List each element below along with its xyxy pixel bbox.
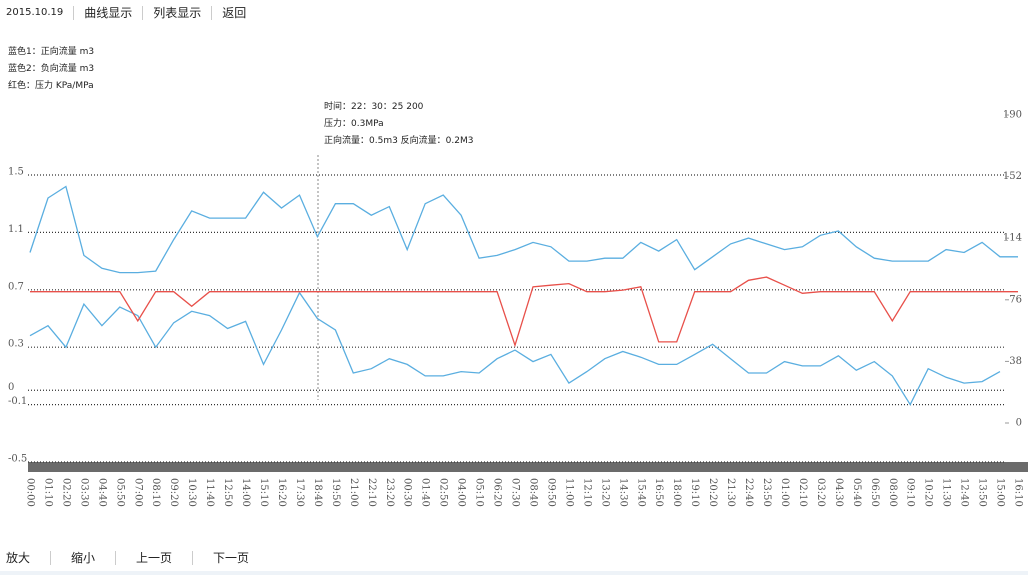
x-tick-label: 18:00 xyxy=(671,478,682,507)
x-tick-label: 12:40 xyxy=(959,478,970,507)
tooltip-line: 时间：22：30：25 200 xyxy=(324,102,424,112)
tooltip-line: 正向流量：0.5m3 反向流量：0.2M3 xyxy=(324,136,474,146)
x-tick-label: 04:40 xyxy=(96,478,107,507)
x-tick-label: 08:00 xyxy=(887,478,898,507)
x-tick-label: 23:50 xyxy=(761,478,772,507)
x-tick-label: 03:20 xyxy=(815,478,826,507)
x-tick-label: 10:30 xyxy=(186,478,197,507)
x-tick-label: 18:40 xyxy=(312,478,323,507)
y2-tick-label: 38 xyxy=(1009,356,1022,367)
nav-link[interactable]: 列表显示 xyxy=(143,6,213,20)
x-tick-label: 14:30 xyxy=(617,478,628,507)
x-tick-label: 01:00 xyxy=(779,478,790,507)
y2-tick-label: 0 xyxy=(1016,418,1022,429)
x-tick-label: 00:30 xyxy=(402,478,413,507)
x-tick-label: 21:00 xyxy=(348,478,359,507)
legend-item: 蓝色1：正向流量 m3 xyxy=(8,47,95,57)
x-tick-label: 12:50 xyxy=(222,478,233,507)
x-tick-label: 09:10 xyxy=(905,478,916,507)
legend-item: 蓝色2：负向流量 m3 xyxy=(8,64,95,74)
y2-tick-label: 190 xyxy=(1003,110,1022,121)
x-tick-label: 11:40 xyxy=(204,478,215,507)
x-tick-label: 15:00 xyxy=(995,478,1006,507)
x-tick-label: 15:10 xyxy=(258,478,269,507)
x-tick-label: 01:10 xyxy=(42,478,53,507)
y2-tick-label: 152 xyxy=(1003,171,1022,182)
x-tick-label: 04:00 xyxy=(456,478,467,507)
y-tick-label: 0 xyxy=(8,382,14,393)
date: 2015.10.19 xyxy=(6,6,75,20)
x-tick-label: 22:10 xyxy=(366,478,377,507)
x-tick-label: 20:20 xyxy=(707,478,718,507)
x-tick-label: 14:00 xyxy=(240,478,251,507)
nav-link[interactable]: 曲线显示 xyxy=(74,6,144,20)
x-tick-label: 19:50 xyxy=(330,478,341,507)
x-tick-label: 11:00 xyxy=(563,478,574,507)
bottom-bar xyxy=(0,571,1028,575)
x-tick-label: 06:50 xyxy=(869,478,880,507)
y-tick-label: -0.1 xyxy=(8,396,27,407)
x-tick-label: 22:40 xyxy=(743,478,754,507)
x-tick-label: 23:20 xyxy=(384,478,395,507)
x-tick-label: 05:50 xyxy=(114,478,125,507)
x-tick-label: 09:50 xyxy=(545,478,556,507)
x-tick-label: 08:40 xyxy=(527,478,538,507)
x-tick-label: 05:40 xyxy=(851,478,862,507)
scroll-track[interactable] xyxy=(28,462,1028,472)
x-tick-label: 08:10 xyxy=(150,478,161,507)
series-line xyxy=(29,291,1001,406)
x-tick-label: 00:00 xyxy=(25,478,36,507)
button[interactable]: 缩小 xyxy=(51,551,117,565)
x-tick-label: 21:30 xyxy=(725,478,736,507)
x-tick-label: 09:20 xyxy=(168,478,179,507)
x-tick-label: 16:50 xyxy=(653,478,664,507)
legend: 蓝色1：正向流量 m3 蓝色2：负向流量 m3 红色：压力 KPa/MPa xyxy=(8,44,94,95)
x-tick-label: 06:20 xyxy=(492,478,503,507)
nav-link[interactable]: 返回 xyxy=(222,6,247,20)
x-tick-label: 07:00 xyxy=(132,478,143,507)
y2-tick-label: 76 xyxy=(1009,294,1022,305)
x-tick-label: 13:50 xyxy=(977,478,988,507)
x-tick-label: 02:20 xyxy=(60,478,71,507)
top-nav: 2015.10.19 曲线显示 列表显示 返回 xyxy=(6,6,256,20)
y2-tick-label: 114 xyxy=(1003,233,1022,244)
x-tick-label: 16:20 xyxy=(276,478,287,507)
footer: 放大 缩小 上一页 下一页 xyxy=(6,551,269,565)
x-tick-label: 07:30 xyxy=(510,478,521,507)
x-tick-label: 05:10 xyxy=(474,478,485,507)
x-tick-label: 15:40 xyxy=(635,478,646,507)
x-tick-label: 02:10 xyxy=(797,478,808,507)
button[interactable]: 下一页 xyxy=(213,551,250,565)
y-tick-label: 1.1 xyxy=(8,224,24,235)
x-tick-label: 19:10 xyxy=(689,478,700,507)
x-tick-label: 16:10 xyxy=(1013,478,1024,507)
x-tick-label: 13:20 xyxy=(599,478,610,507)
y-tick-label: 1.5 xyxy=(8,167,24,178)
chart: -0.5 -0.1 0 0.3 0.7 1.1 1.5 0 38 76 114 152 190 00:00… xyxy=(8,110,1028,507)
x-tick-label: 12:10 xyxy=(581,478,592,507)
x-tick-label: 02:50 xyxy=(438,478,449,507)
series-line xyxy=(30,276,1018,348)
button[interactable]: 放大 xyxy=(6,551,52,565)
y-tick-label: 0.3 xyxy=(8,339,24,350)
x-tick-label: 03:30 xyxy=(78,478,89,507)
x-tick-label: 04:30 xyxy=(833,478,844,507)
y-tick-label: -0.5 xyxy=(8,454,27,465)
y-tick-label: 0.7 xyxy=(8,281,24,292)
x-tick-label: 10:20 xyxy=(923,478,934,507)
x-tick-label: 01:40 xyxy=(420,478,431,507)
button[interactable]: 上一页 xyxy=(116,551,194,565)
legend-item: 红色：压力 KPa/MPa xyxy=(8,81,94,91)
tooltip-line: 压力：0.3MPa xyxy=(324,119,384,129)
x-tick-label: 17:30 xyxy=(294,478,305,507)
x-tick-label: 11:30 xyxy=(941,478,952,507)
tooltip: 时间：22：30：25 200 压力：0.3MPa 正向流量：0.5m3 反向流… xyxy=(324,99,473,150)
series-line xyxy=(29,185,1018,274)
